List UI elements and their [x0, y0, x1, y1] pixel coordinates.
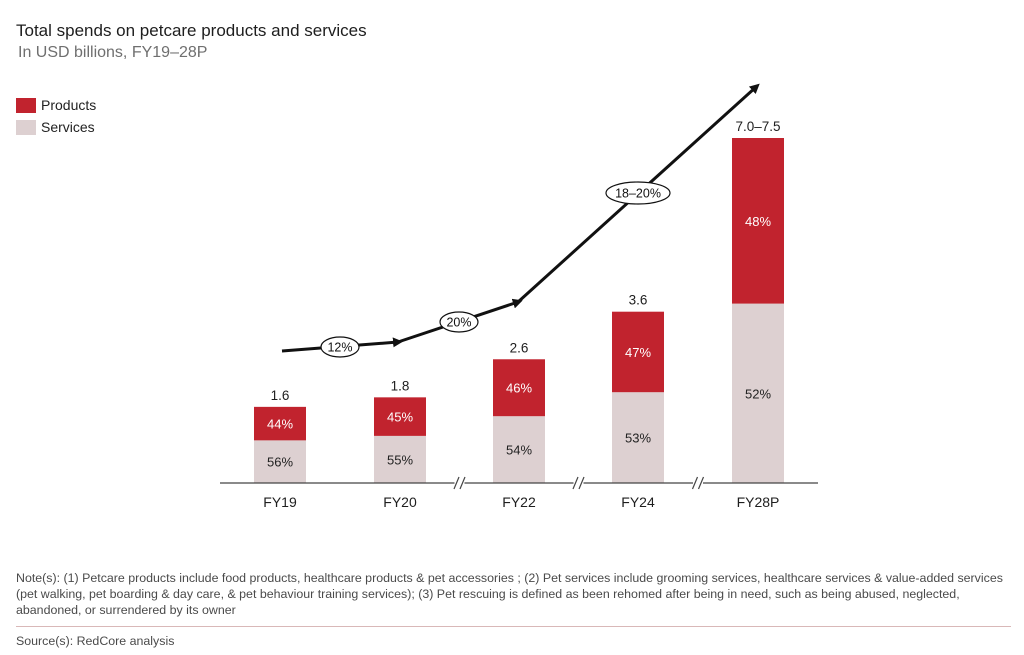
- bar-products-fy28p: [732, 138, 784, 304]
- total-label-fy22: 2.6: [510, 340, 529, 355]
- x-tick-fy22: FY22: [502, 494, 536, 510]
- label-products-fy19: 44%: [267, 417, 293, 432]
- chart-title: Total spends on petcare products and ser…: [16, 21, 367, 40]
- legend-label-products: Products: [41, 97, 97, 113]
- label-products-fy20: 45%: [387, 410, 413, 425]
- divider: [16, 626, 1011, 627]
- legend-swatch-services: [16, 119, 36, 135]
- growth-label-2: 20%: [446, 316, 471, 330]
- bar-services-fy22: [493, 416, 545, 483]
- label-services-fy22: 54%: [506, 443, 532, 458]
- legend-item-products: Products: [16, 94, 96, 116]
- x-tick-fy20: FY20: [383, 494, 417, 510]
- label-services-fy24: 53%: [625, 431, 651, 446]
- axis-break-fy24: [691, 476, 705, 490]
- growth-bubble-2: [439, 311, 479, 333]
- label-products-fy22: 46%: [506, 381, 532, 396]
- label-services-fy20: 55%: [387, 452, 413, 467]
- chart-plot: 44% 56% 1.6 45% 55% 1.8 46% 54% 2.6 47% 53% 3.6 48% 5…: [220, 83, 818, 510]
- bar-services-fy28p: [732, 303, 784, 483]
- label-services-fy28p: 52%: [745, 386, 771, 401]
- bar-products-fy22: [493, 359, 545, 417]
- bar-services-fy20: [374, 435, 426, 483]
- growth-bubble-3: [605, 181, 671, 205]
- label-services-fy19: 56%: [267, 455, 293, 470]
- chart-subtitle: In USD billions, FY19–28P: [18, 44, 208, 61]
- total-label-fy19: 1.6: [271, 388, 290, 403]
- axis-break-fy22: [572, 476, 585, 490]
- legend-swatch-products: [16, 97, 36, 113]
- footnote: Note(s): (1) Petcare products include fo…: [16, 571, 1003, 617]
- label-products-fy24: 47%: [625, 345, 651, 360]
- axis-break-fy20: [453, 476, 466, 490]
- legend: Products Services: [16, 94, 96, 138]
- bar-products-fy20: [374, 397, 426, 436]
- legend-label-services: Services: [41, 119, 95, 135]
- total-label-fy20: 1.8: [391, 378, 410, 393]
- x-tick-fy24: FY24: [621, 494, 655, 510]
- source-note: Source(s): RedCore analysis: [16, 634, 175, 648]
- x-tick-fy28p: FY28P: [737, 494, 780, 510]
- growth-bubble-1: [320, 336, 360, 358]
- bars-layer: 44% 56% 1.6 45% 55% 1.8 46% 54% 2.6 47% 53% 3.6 48% 5…: [254, 119, 784, 483]
- growth-label-3: 18–20%: [615, 187, 661, 201]
- bar-services-fy24: [612, 392, 664, 483]
- bar-products-fy24: [612, 311, 664, 393]
- x-tick-fy19: FY19: [263, 494, 297, 510]
- total-label-fy28p: 7.0–7.5: [735, 119, 780, 134]
- legend-item-services: Services: [16, 116, 96, 138]
- growth-trend: 12% 20% 18–20%: [281, 83, 760, 358]
- x-axis: FY19 FY20 FY22 FY24 FY28P: [220, 476, 818, 510]
- bar-services-fy19: [254, 440, 306, 483]
- total-label-fy24: 3.6: [629, 293, 648, 308]
- growth-label-1: 12%: [327, 341, 352, 355]
- bar-products-fy19: [254, 406, 306, 441]
- label-products-fy28p: 48%: [745, 214, 771, 229]
